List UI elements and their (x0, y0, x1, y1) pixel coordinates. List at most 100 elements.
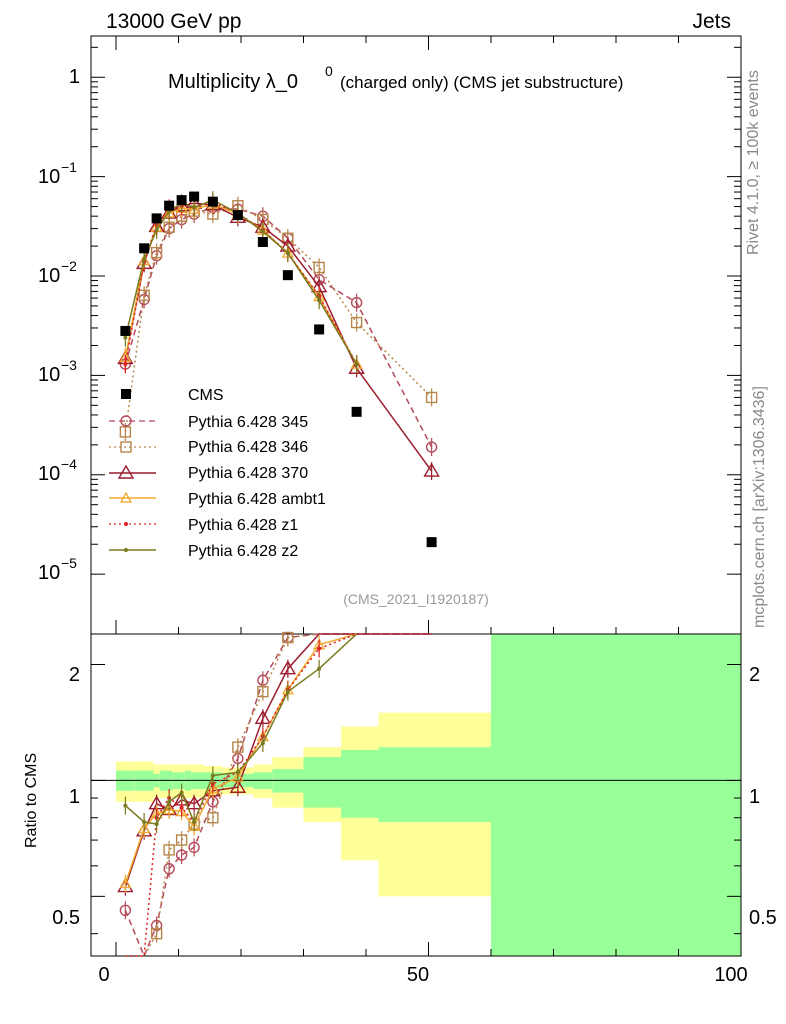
triangle-marker (185, 795, 203, 810)
mcplots-site-label: mcplots.cern.ch [arXiv:1306.3436] (751, 386, 768, 628)
square-marker (150, 927, 163, 940)
title-superscript: 0 (325, 63, 333, 79)
dot-marker (167, 799, 172, 804)
series-line (124, 199, 358, 365)
legend-marker-345 (120, 415, 132, 427)
dot-marker (123, 803, 128, 808)
dot-marker (235, 770, 240, 775)
circle-marker (188, 841, 200, 854)
dot-marker (260, 741, 265, 746)
ratio-uncertainty-bands (91, 634, 741, 956)
cms-point (151, 213, 162, 224)
legend-label-z2: Pythia 6.428 z2 (188, 543, 298, 560)
main-series-layer (117, 191, 440, 481)
ratio-axis-label: Ratio to CMS (23, 753, 40, 848)
circle-marker (163, 862, 175, 875)
ratio-series-layer (117, 631, 432, 958)
legend-marker-370 (117, 464, 135, 479)
cms-point (257, 236, 268, 247)
square-marker (257, 685, 269, 698)
y-tick-exponent: −1 (61, 159, 77, 175)
ratio-series-5 (123, 633, 358, 834)
main-axis-ticks (91, 46, 741, 575)
square-marker (150, 246, 163, 259)
legend-entry-z2: Pythia 6.428 z2 (109, 543, 298, 560)
triangle-marker (229, 778, 247, 793)
square-marker (163, 221, 175, 233)
y-tick-base: 10 (38, 265, 60, 287)
legend-marker-346 (120, 441, 132, 453)
square-marker (175, 834, 188, 846)
y-tick-label-1e-4: 10 −4 (38, 456, 77, 485)
plot-title: Multiplicity λ_0 0 (charged only) (CMS j… (168, 63, 623, 93)
dot-marker (317, 298, 322, 303)
cms-data-points (120, 191, 437, 548)
y-tick-label-1e-2: 10 −2 (38, 258, 77, 287)
legend-marker-cms (121, 389, 131, 399)
header-energy-label: 13000 GeV pp (106, 10, 241, 33)
dot-marker (210, 773, 215, 778)
cms-point (351, 406, 362, 417)
legend: CMS Pythia 6.428 345 Pythia 6.428 346 Py… (109, 387, 326, 560)
y-tick-exponent: −2 (61, 258, 77, 274)
rivet-version-label: Rivet 4.1.0, ≥ 100k events (745, 70, 762, 255)
title-subtitle: (charged only) (CMS jet substructure) (340, 73, 623, 92)
dot-marker (285, 251, 290, 256)
inner-band-bin (378, 747, 491, 822)
inner-band-bin (341, 749, 379, 818)
dot-marker (260, 229, 265, 234)
triangle-marker (206, 782, 219, 794)
main-y-tick-labels: 1 10 −1 10 −2 10 −3 10 −4 10 −5 (38, 66, 80, 584)
y-tick-exponent: −4 (61, 456, 77, 472)
dot-marker (285, 689, 290, 694)
legend-entry-370: Pythia 6.428 370 (109, 464, 308, 482)
y-tick-base: 10 (38, 562, 60, 584)
square-marker (207, 812, 219, 824)
dot-marker (154, 228, 159, 233)
y-tick-label-1: 1 (69, 66, 80, 88)
dot-marker (192, 819, 197, 824)
y-tick-label-1e-3: 10 −3 (38, 357, 77, 386)
cms-point (282, 270, 293, 281)
legend-entry-345: Pythia 6.428 345 (109, 414, 308, 431)
legend-marker-z2 (124, 548, 128, 552)
y-tick-exponent: −3 (61, 357, 77, 373)
dot-marker (123, 335, 128, 340)
dot-marker (142, 819, 147, 824)
triangle-marker (119, 877, 132, 889)
circle-marker (350, 296, 363, 309)
cms-point (314, 324, 325, 335)
title-main: Multiplicity λ_0 (168, 71, 298, 93)
square-marker (163, 844, 175, 856)
square-marker (350, 316, 363, 329)
triangle-marker (138, 822, 151, 834)
y-tick-base: 10 (38, 463, 60, 485)
legend-label-ambt1: Pythia 6.428 ambt1 (188, 491, 326, 508)
dot-marker (123, 362, 128, 367)
legend-label-345: Pythia 6.428 345 (188, 414, 308, 431)
triangle-marker (254, 709, 272, 724)
triangle-marker (163, 803, 176, 815)
ratio-y-tick-labels: 0.5 1 2 0.5 1 2 (52, 664, 777, 929)
x-tick-label-100: 100 (714, 964, 747, 986)
square-marker (119, 426, 132, 438)
square-marker (282, 631, 294, 644)
x-tick-labels: 0 50 100 (98, 964, 747, 986)
legend-marker-ambt1 (119, 491, 133, 503)
dot-marker (317, 646, 322, 651)
y-tick-label-1e-1: 10 −1 (38, 159, 77, 188)
dot-marker (142, 257, 147, 262)
cms-point (207, 196, 218, 207)
dot-marker (192, 205, 197, 210)
inner-band-bin (303, 757, 341, 808)
cms-point (120, 325, 131, 336)
legend-entry-z1: Pythia 6.428 z1 (109, 517, 298, 534)
triangle-marker (423, 462, 440, 477)
dot-marker (179, 805, 184, 810)
legend-label-346: Pythia 6.428 346 (188, 439, 308, 456)
ratio-tick-label-right-2: 2 (749, 664, 760, 686)
square-marker (232, 741, 244, 753)
x-tick-label-50: 50 (407, 964, 429, 986)
ratio-tick-label-right-1: 1 (749, 786, 760, 808)
